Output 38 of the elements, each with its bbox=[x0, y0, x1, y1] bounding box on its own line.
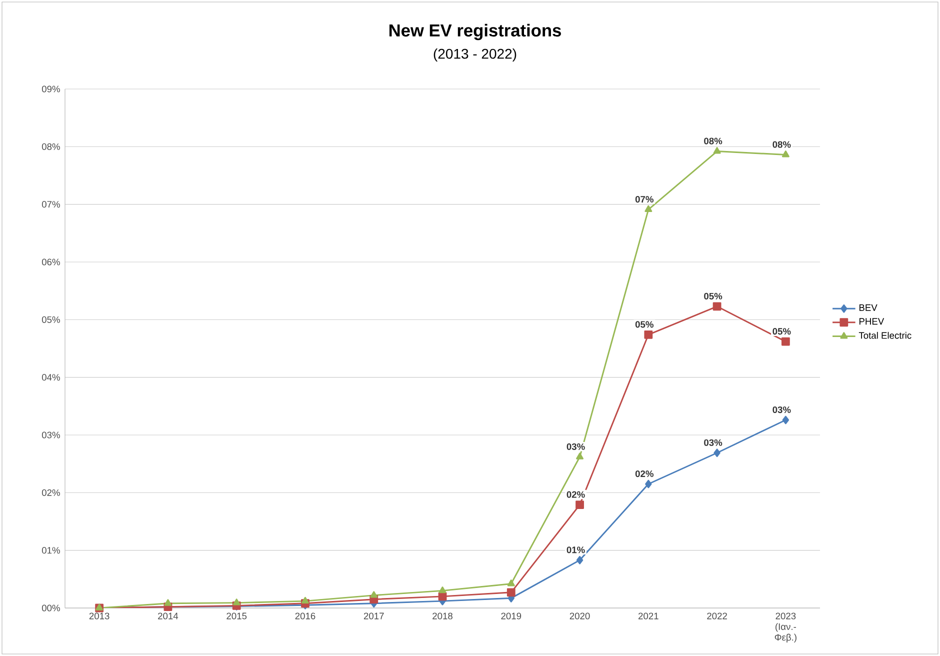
data-label: 02% bbox=[566, 491, 585, 498]
x-tick-label: 2016 bbox=[295, 612, 316, 620]
data-label: 03% bbox=[704, 439, 722, 446]
data-label: 08% bbox=[704, 138, 722, 144]
x-tick-label: 2015 bbox=[226, 612, 247, 620]
x-tick-label: 2020 bbox=[570, 612, 590, 620]
data-label: 02% bbox=[635, 470, 654, 478]
x-tick-label: 2014 bbox=[158, 612, 178, 620]
legend-label: Total Electric bbox=[858, 332, 912, 339]
x-tick-label: 2023 (Ιαν.-Φεβ.) bbox=[774, 612, 796, 642]
data-label: 03% bbox=[772, 406, 791, 414]
y-tick-label: 07% bbox=[42, 201, 60, 208]
y-tick-label: 08% bbox=[42, 143, 60, 150]
data-label: 01% bbox=[566, 546, 585, 554]
data-label: 05% bbox=[704, 292, 722, 300]
data-label: 03% bbox=[566, 443, 585, 450]
legend-label: PHEV bbox=[859, 318, 884, 325]
chart-subtitle: (2013 - 2022) bbox=[434, 48, 516, 62]
x-tick-label: 2013 bbox=[89, 612, 110, 620]
y-tick-label: 09% bbox=[42, 86, 60, 92]
y-tick-label: 02% bbox=[42, 489, 60, 496]
x-tick-label: 2021 bbox=[638, 612, 658, 620]
y-tick-label: 03% bbox=[42, 432, 60, 438]
x-tick-label: 2022 bbox=[707, 612, 727, 620]
y-tick-label: 01% bbox=[42, 547, 60, 554]
data-label: 05% bbox=[772, 328, 791, 335]
y-tick-label: 05% bbox=[42, 316, 60, 323]
x-tick-label: 2017 bbox=[364, 612, 384, 620]
chart-title: New EV registrations bbox=[389, 24, 561, 40]
y-tick-label: 00% bbox=[42, 604, 60, 612]
x-tick-label: 2018 bbox=[432, 612, 452, 620]
y-tick-label: 04% bbox=[42, 374, 60, 381]
data-label: 07% bbox=[635, 196, 654, 203]
y-tick-label: 06% bbox=[42, 258, 60, 266]
data-label: 08% bbox=[772, 141, 791, 148]
data-label: 05% bbox=[635, 321, 654, 328]
legend-label: BEV bbox=[859, 304, 878, 311]
x-tick-label: 2019 bbox=[501, 612, 522, 620]
